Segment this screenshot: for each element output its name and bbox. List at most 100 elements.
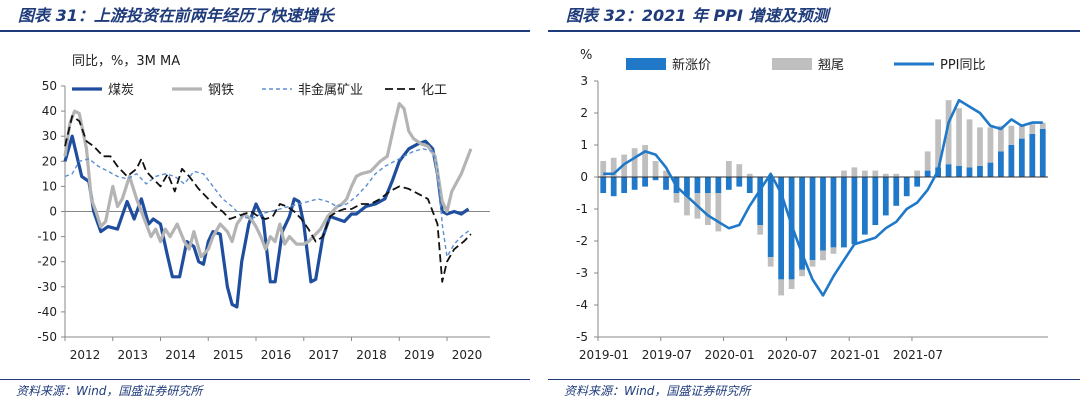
bar-line-chart-ppi: % -5 -4 -3 -2 -1 0 1 2 3 2019-01 2019-07 2020-01 2020… [576, 48, 1048, 362]
unit-label: 同比，%，3M MA [72, 54, 180, 69]
title-rule [548, 30, 1080, 32]
y-tick-label: -2 [576, 234, 588, 248]
bar-carryover [705, 193, 711, 225]
y-tick-label: 50 [42, 79, 57, 93]
bar-carryover [935, 119, 941, 168]
bar-carryover [736, 164, 743, 177]
bar-carryover [663, 170, 669, 177]
bar-carryover [1008, 125, 1015, 145]
y-tick-label: -40 [37, 305, 57, 319]
x-tick-label: 2020 [452, 348, 483, 362]
bar-carryover [652, 161, 659, 177]
bar-carryover [600, 161, 607, 177]
bar-new-price [872, 177, 879, 225]
bar-carryover [725, 161, 732, 177]
x-tick-label: 2019-07 [642, 348, 692, 362]
bar-new-price [642, 177, 648, 187]
unit-label: % [580, 48, 592, 63]
x-tick-label: 2012 [70, 348, 101, 362]
legend-label: PPI同比 [940, 58, 986, 73]
bar-new-price [631, 177, 638, 190]
bar-new-price [1018, 138, 1025, 177]
bar-new-price [914, 177, 921, 187]
bar-carryover [977, 127, 983, 166]
bar-carryover [987, 127, 994, 163]
x-tick-label: 2021-07 [893, 348, 943, 362]
source-note: 资料来源：Wind，国盛证券研究所 [564, 384, 751, 398]
legend-label: 化工 [421, 83, 447, 98]
x-tick-label: 2014 [165, 348, 196, 362]
bar-carryover [851, 167, 858, 177]
y-tick-label: 3 [580, 74, 588, 88]
x-tick-label: 2015 [213, 348, 244, 362]
x-tick-label: 2017 [308, 348, 339, 362]
bar-carryover [610, 157, 617, 177]
bar-carryover [1018, 125, 1025, 139]
y-tick-label: -3 [576, 266, 588, 280]
bar-carryover [767, 257, 774, 267]
legend-label: 钢铁 [208, 83, 234, 98]
bar-carryover [882, 173, 889, 177]
title-rule [0, 30, 530, 32]
series-line-ppi [603, 98, 1043, 297]
bar-carryover [872, 170, 879, 177]
bar-new-price [830, 177, 837, 248]
bar-new-price [987, 162, 994, 177]
x-tick-label: 2019 [404, 348, 435, 362]
legend-swatch [772, 58, 812, 70]
bar-new-price [684, 177, 690, 197]
series-line-煤炭 [63, 134, 470, 309]
bar-new-price [799, 177, 805, 270]
bar-new-price [820, 177, 826, 251]
bar-carryover [956, 108, 962, 166]
bar-new-price [893, 177, 900, 206]
series-line-非金属矿业 [64, 148, 472, 258]
x-tick-label: 2019-01 [579, 348, 629, 362]
bar-new-price [725, 177, 732, 190]
bar-carryover [998, 125, 1004, 152]
bar-carryover [778, 279, 785, 296]
y-tick-label: 1 [580, 138, 588, 152]
bar-new-price [610, 177, 617, 197]
bar-carryover [841, 170, 847, 177]
chart-title: 图表 31：上游投资在前两年经历了快速增长 [18, 6, 334, 25]
bar-carryover [715, 193, 722, 232]
x-tick-label: 2020-01 [705, 348, 755, 362]
bar-new-price [778, 177, 785, 280]
bar-carryover [746, 173, 753, 177]
bar-new-price [1039, 129, 1046, 177]
y-tick-label: -1 [576, 202, 588, 216]
source-rule [548, 379, 1080, 380]
bar-carryover [631, 148, 638, 177]
bar-new-price [746, 177, 753, 193]
series-line-化工 [64, 115, 472, 283]
x-tick-label: 2020-07 [767, 348, 817, 362]
bar-new-price [652, 177, 659, 181]
bar-carryover [1029, 124, 1036, 134]
bar-carryover [861, 170, 868, 177]
y-tick-label: 2 [580, 106, 588, 120]
bar-carryover [642, 145, 648, 177]
bar-new-price [736, 177, 743, 187]
legend-label: 煤炭 [108, 83, 134, 98]
y-tick-label: 40 [42, 104, 57, 118]
bar-new-price [767, 177, 774, 257]
bar-new-price [882, 177, 889, 216]
bar-new-price [757, 177, 764, 225]
bar-new-price [621, 177, 628, 193]
bar-carryover [1039, 122, 1046, 129]
bar-new-price [851, 177, 858, 245]
bar-new-price [903, 177, 910, 197]
bar-carryover [945, 100, 952, 165]
bar-new-price [977, 165, 983, 177]
bar-carryover [820, 250, 826, 261]
bar-new-price [809, 177, 816, 261]
y-tick-label: -5 [576, 330, 588, 344]
bar-new-price [1008, 145, 1015, 177]
line-chart-upstream: 同比，%，3M MA -50 -40 -30 -20 -10 0 10 20 30 40 50 2012… [37, 54, 490, 362]
bar-new-price [663, 177, 669, 190]
bar-new-price [1029, 133, 1036, 177]
source-rule [0, 379, 530, 380]
bar-new-price [705, 177, 711, 193]
bar-new-price [956, 165, 962, 177]
